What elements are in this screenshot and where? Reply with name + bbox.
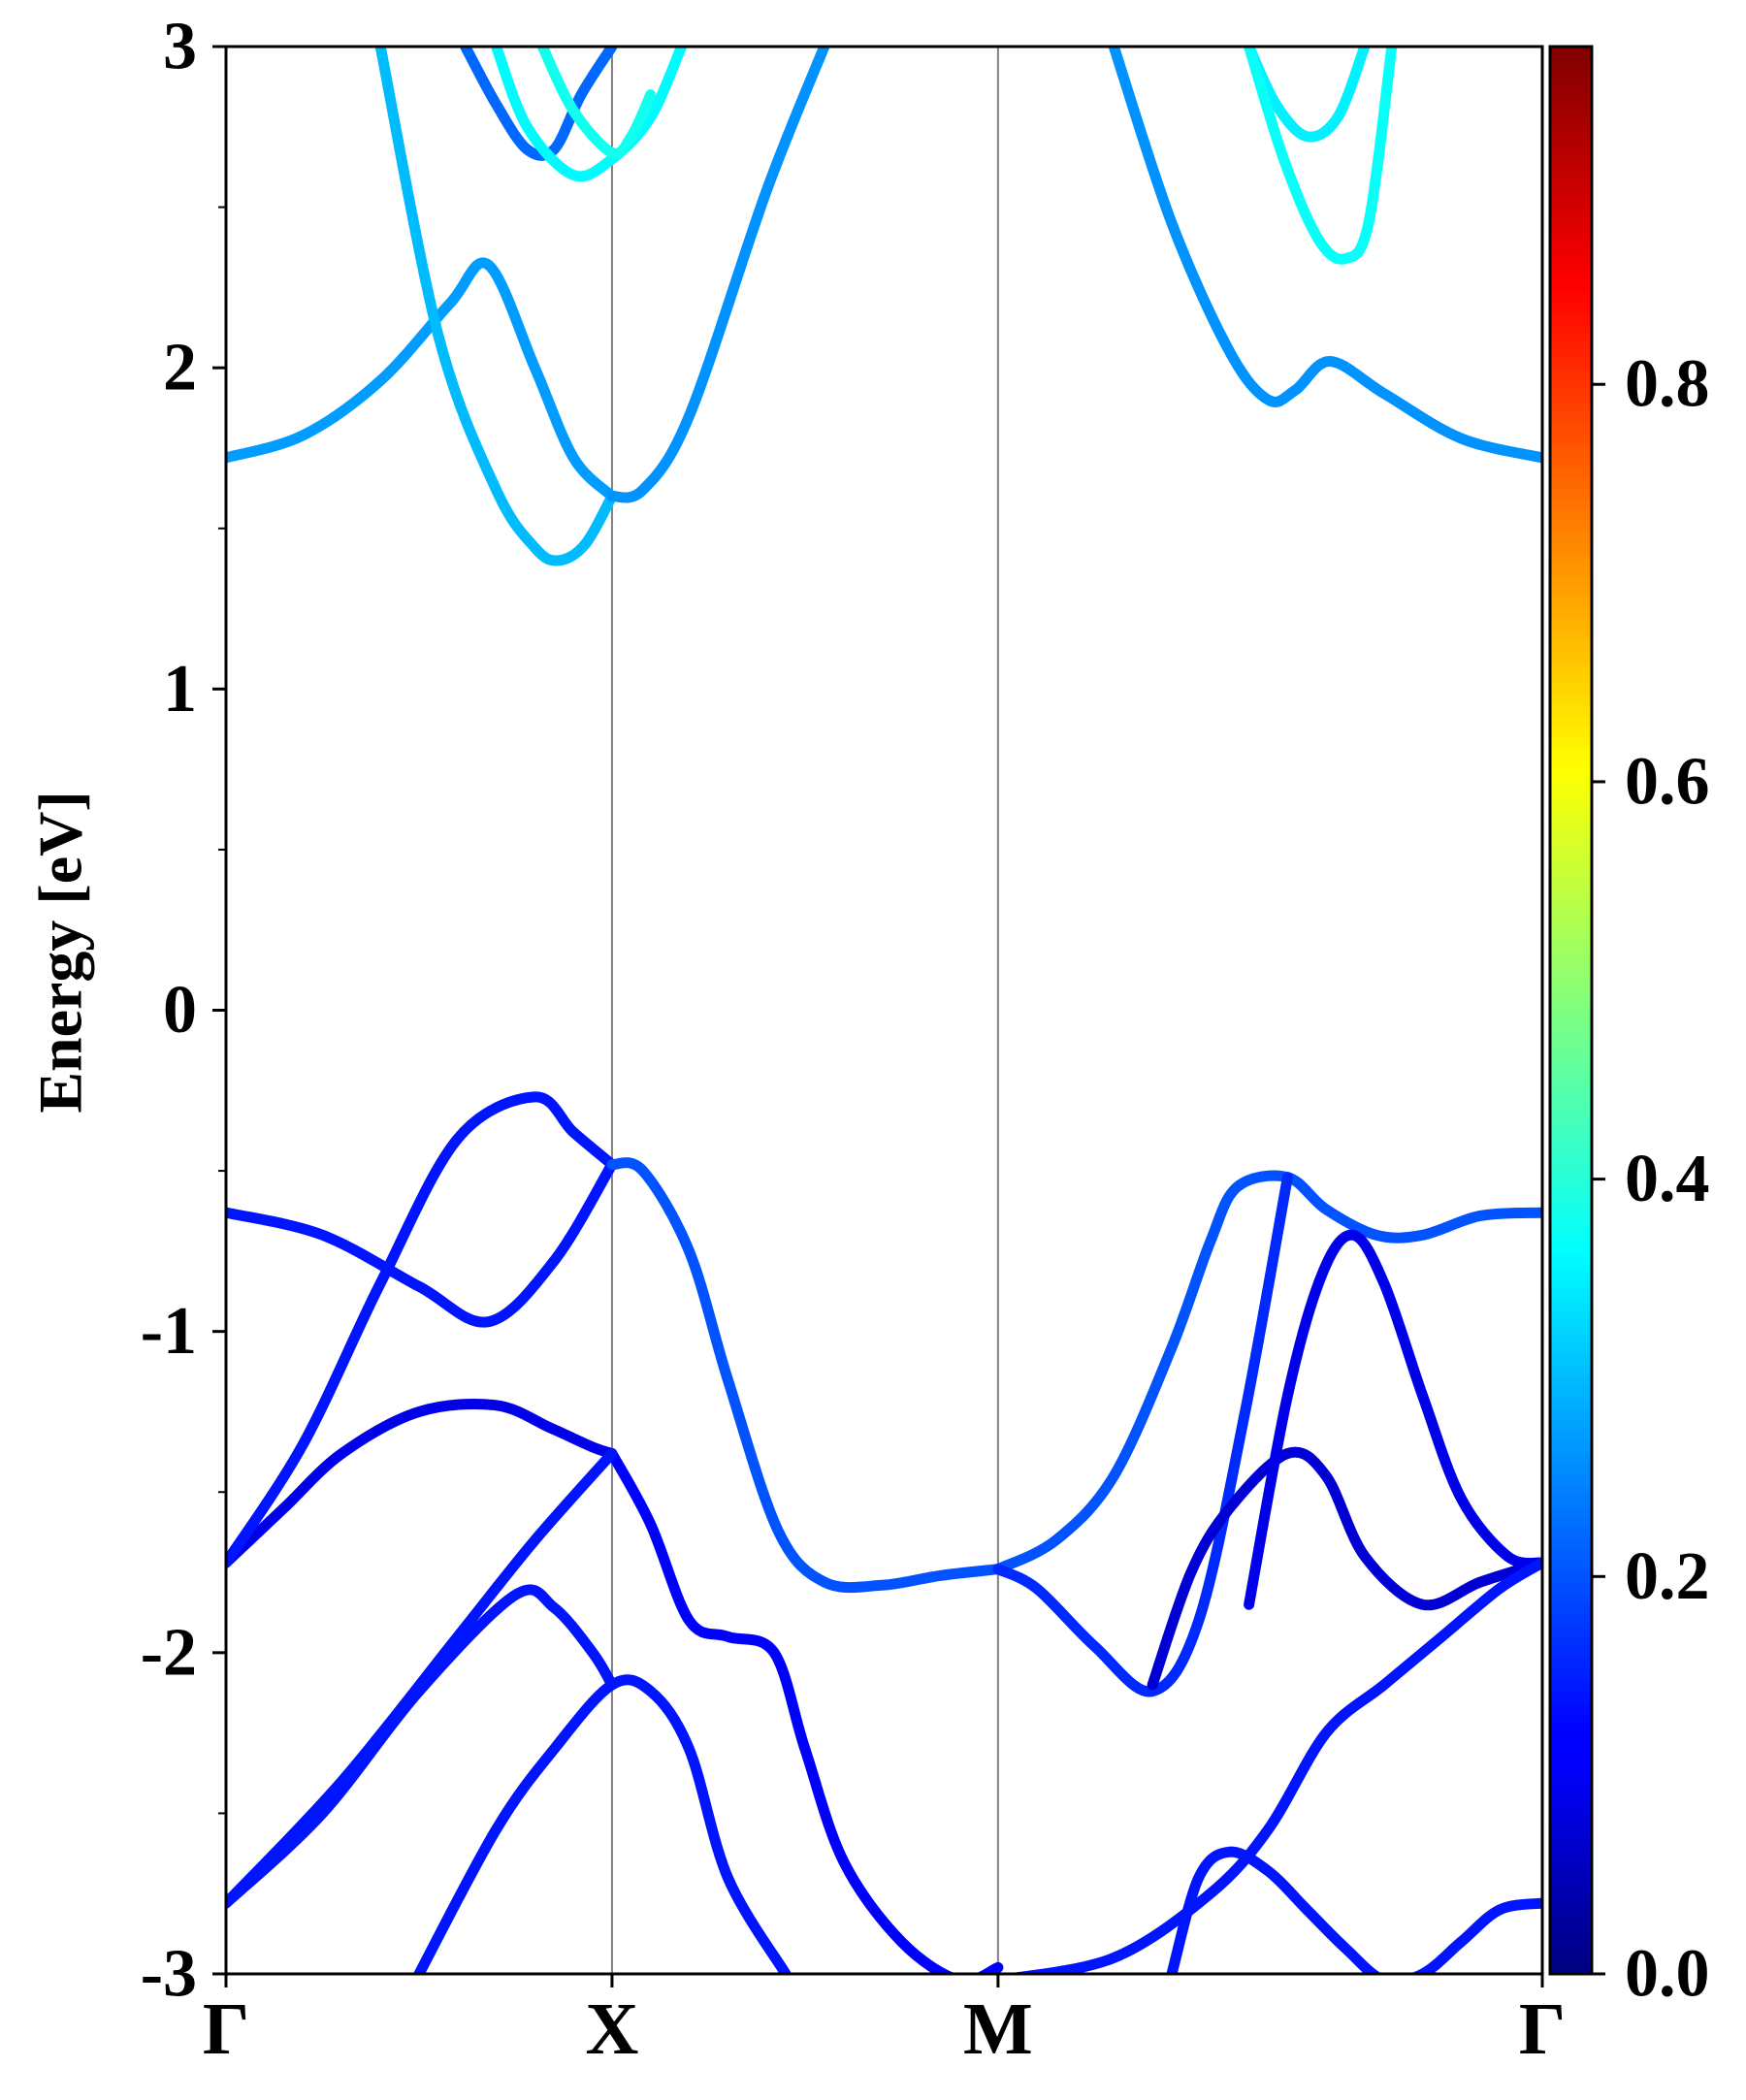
band-line-14 [606,1448,1004,1974]
high-symmetry-lines [610,47,999,1974]
colorbar-tick-label: 0.2 [1625,1539,1710,1614]
colorbar-tick-label: 0.0 [1625,1937,1710,2012]
band-line-18 [992,1170,1542,1575]
x-tick-label: Γ [203,1988,249,2070]
colorbar-tick-label: 0.6 [1625,744,1710,819]
band-line-4 [1108,47,1542,464]
x-tick-label: X [586,1988,639,2070]
band-line-19 [992,1172,1293,1697]
band-line-13 [606,1157,1004,1594]
colorbar: 0.0 0.2 0.4 0.6 0.8 [1548,45,1710,2012]
band-line-12 [226,1159,618,1328]
band-line-6 [491,47,688,182]
y-axis-ticks: -3 -2 -1 0 1 2 3 [141,10,226,2012]
y-tick-label: -2 [141,1615,197,1690]
band-line-1 [226,257,618,502]
colorbar-tick-label: 0.8 [1625,347,1710,422]
band-line-22 [1004,1557,1542,1974]
band-line-20 [1147,1446,1542,1691]
band-line-15 [226,1584,618,1909]
y-tick-label: 0 [163,973,197,1048]
band-line-11 [226,1091,618,1568]
y-axis-label: Energy [eV] [26,791,95,1113]
band-line-23 [1166,1846,1542,1974]
band-line-5 [460,47,618,161]
y-tick-label: 1 [163,652,197,727]
band-line-3 [606,47,830,503]
x-tick-label: Γ [1519,1988,1566,2070]
band-line-9 [1244,47,1398,265]
y-tick-label: 2 [163,331,197,405]
y-tick-label: 3 [163,10,197,84]
colorbar-tick-label: 0.4 [1625,1142,1710,1216]
band-line-7 [536,47,657,159]
band-line-16 [226,1448,618,1909]
x-tick-label: M [963,1988,1033,2070]
band-line-17 [413,1674,792,1974]
colorbar-gradient [1548,45,1594,1976]
band-line-21 [1244,1229,1542,1610]
band-line-2 [374,47,618,566]
band-lines [226,47,1542,1974]
y-tick-label: -3 [141,1937,197,2012]
band-line-10 [226,1398,618,1568]
y-tick-label: -1 [141,1294,197,1369]
